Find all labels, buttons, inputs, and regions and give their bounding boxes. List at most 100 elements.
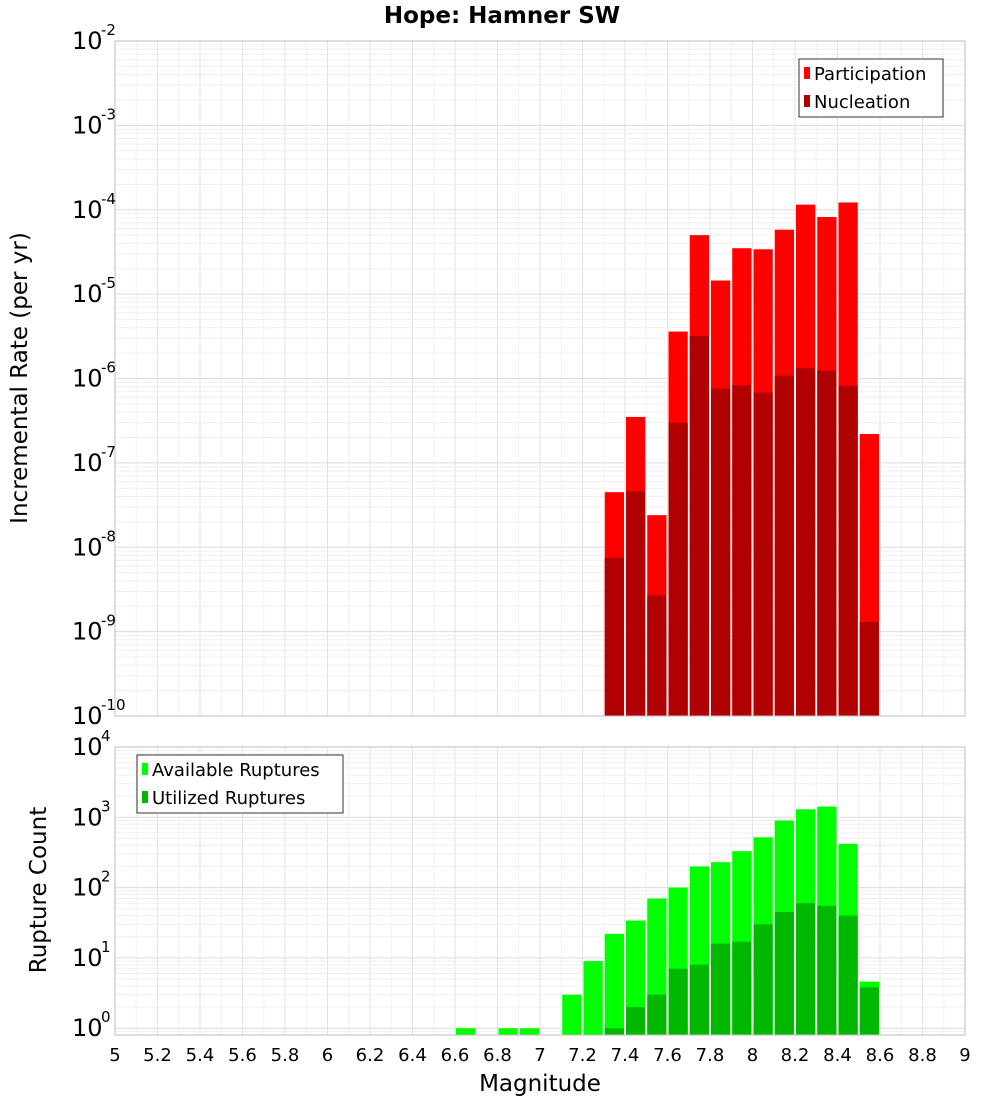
y-tick-label: 10	[72, 944, 103, 972]
x-tick-label: 5	[109, 1045, 120, 1066]
count-bar-b	[604, 1028, 624, 1035]
y-tick-exponent: -10	[101, 696, 126, 714]
count-bar-b	[647, 994, 667, 1035]
count-bar-a	[456, 1028, 476, 1035]
count-bar-b	[711, 943, 731, 1035]
count-bar-a	[519, 1028, 539, 1035]
y-tick-label: 10	[72, 803, 103, 831]
x-axis-title: Magnitude	[479, 1071, 601, 1097]
count-bar-b	[689, 964, 709, 1035]
legend-box	[136, 754, 344, 814]
rate-bar-b	[647, 595, 667, 716]
x-tick-label: 8.4	[823, 1045, 852, 1066]
y-tick-exponent: 0	[101, 1008, 111, 1026]
y-tick-label: 10	[72, 874, 103, 902]
legend-swatch	[804, 95, 810, 107]
y-tick-label: 10	[72, 533, 103, 561]
count-bar-a	[583, 961, 603, 1035]
x-tick-label: 7	[534, 1045, 545, 1066]
y-tick-label: 10	[72, 280, 103, 308]
legend-swatch	[804, 67, 810, 79]
y-tick-exponent: 3	[101, 797, 111, 815]
x-tick-label: 7.2	[568, 1045, 597, 1066]
count-bar-a	[626, 920, 646, 1035]
plot-frame	[114, 40, 966, 717]
legend-label: Nucleation	[814, 92, 910, 113]
count-bar-b	[796, 903, 816, 1035]
rate-bar-b	[668, 422, 688, 716]
rate-bar-b	[626, 491, 646, 716]
count-axis-title: Rupture Count	[26, 807, 52, 973]
x-tick-label: 7.6	[653, 1045, 682, 1066]
y-tick-exponent: 2	[101, 868, 111, 886]
y-tick-label: 10	[72, 1014, 103, 1042]
x-tick-label: 7.8	[696, 1045, 725, 1066]
legend-box	[798, 58, 944, 118]
rate-bar-b	[689, 335, 709, 716]
plot-frame	[114, 746, 966, 1036]
count-bar-b	[859, 987, 879, 1035]
y-tick-exponent: -6	[101, 359, 116, 377]
y-tick-label: 10	[72, 27, 103, 55]
rate-bar-b	[753, 392, 773, 716]
y-tick-exponent: -2	[101, 21, 116, 39]
count-bar-b	[817, 905, 837, 1035]
rate-bar-b	[774, 375, 794, 716]
count-bar-b	[732, 941, 752, 1035]
x-tick-label: 8.6	[866, 1045, 895, 1066]
legend-label: Available Ruptures	[152, 760, 320, 781]
y-tick-label: 10	[72, 449, 103, 477]
count-bar-b	[668, 968, 688, 1035]
rate-bar-b	[711, 388, 731, 716]
x-tick-label: 6.4	[398, 1045, 427, 1066]
y-tick-exponent: -5	[101, 274, 116, 292]
x-tick-label: 5.4	[186, 1045, 215, 1066]
x-tick-label: 6	[322, 1045, 333, 1066]
x-tick-label: 8.8	[908, 1045, 937, 1066]
legend-swatch	[142, 763, 148, 775]
count-bar-b	[774, 911, 794, 1035]
y-tick-exponent: -3	[101, 105, 116, 123]
count-bar-a	[498, 1028, 518, 1035]
x-tick-label: 6.6	[441, 1045, 470, 1066]
y-tick-label: 10	[72, 618, 103, 646]
count-bar-b	[838, 915, 858, 1035]
y-tick-exponent: -9	[101, 612, 116, 630]
y-tick-label: 10	[72, 733, 103, 761]
rate-bar-b	[604, 557, 624, 716]
y-tick-label: 10	[72, 111, 103, 139]
rate-bar-b	[732, 385, 752, 716]
x-tick-label: 5.6	[228, 1045, 257, 1066]
rate-axis-title: Incremental Rate (per yr)	[7, 232, 33, 524]
rate-bar-b	[838, 385, 858, 716]
x-tick-label: 8.2	[781, 1045, 810, 1066]
count-bar-a	[562, 994, 582, 1035]
y-tick-label: 10	[72, 702, 103, 730]
y-tick-exponent: 4	[101, 727, 111, 745]
rate-bar-b	[817, 370, 837, 716]
y-tick-exponent: -8	[101, 527, 116, 545]
chart-title: Hope: Hamner SW	[384, 3, 620, 29]
legend-swatch	[142, 791, 148, 803]
x-tick-label: 9	[959, 1045, 970, 1066]
y-tick-exponent: 1	[101, 938, 111, 956]
y-tick-label: 10	[72, 365, 103, 393]
rate-bar-b	[859, 622, 879, 716]
count-bar-b	[753, 924, 773, 1035]
rate-bar-b	[796, 368, 816, 716]
y-tick-label: 10	[72, 196, 103, 224]
x-tick-label: 7.4	[611, 1045, 640, 1066]
count-bar-b	[626, 1007, 646, 1035]
x-tick-label: 5.8	[271, 1045, 300, 1066]
x-tick-label: 5.2	[143, 1045, 172, 1066]
count-bar-a	[604, 933, 624, 1035]
x-tick-label: 8	[747, 1045, 758, 1066]
y-tick-exponent: -4	[101, 190, 116, 208]
legend-label: Participation	[814, 64, 926, 85]
legend-label: Utilized Ruptures	[152, 788, 305, 809]
y-tick-exponent: -7	[101, 443, 116, 461]
x-tick-label: 6.2	[356, 1045, 385, 1066]
x-tick-label: 6.8	[483, 1045, 512, 1066]
